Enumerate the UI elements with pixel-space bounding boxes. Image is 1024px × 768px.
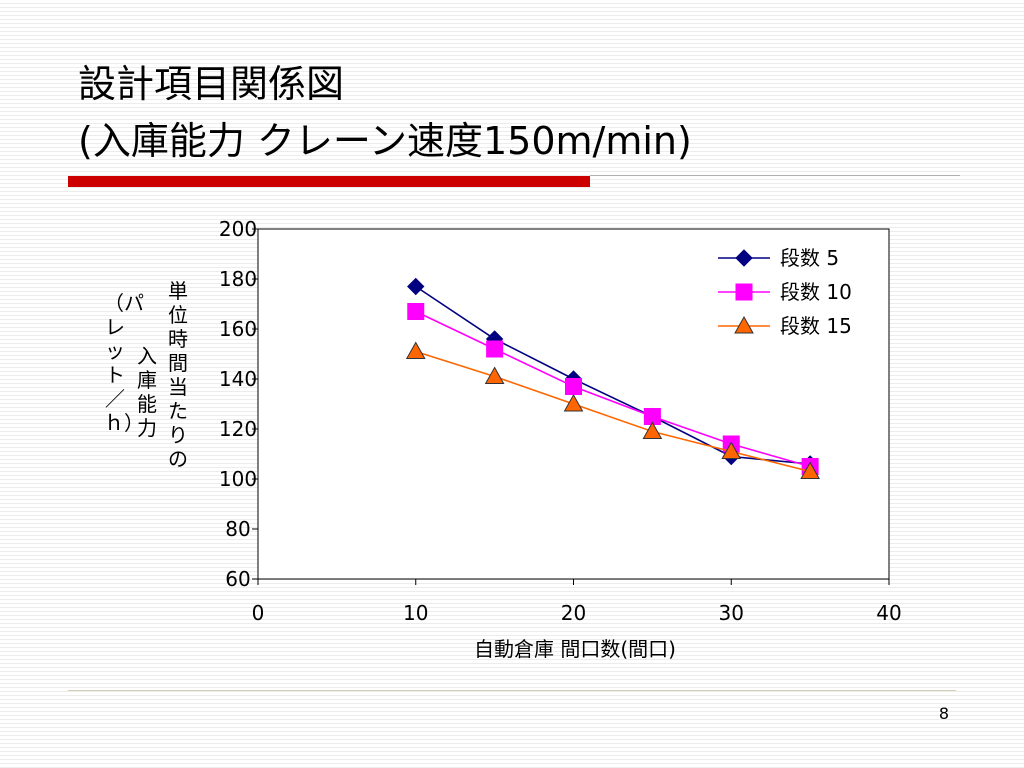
- legend-marker: [734, 315, 754, 334]
- y-tick-label: 60: [225, 567, 250, 591]
- legend-label: 段数 15: [780, 314, 852, 338]
- series-3-point: [484, 366, 505, 384]
- x-axis-label: 自動倉庫 間口数(間口): [474, 637, 676, 661]
- y-axis-label-line1: 単位時間当たりの: [168, 279, 188, 471]
- x-tick-label: 10: [403, 601, 428, 625]
- series-3-point: [405, 341, 426, 359]
- series-2-line: [415, 310, 811, 468]
- legend-label: 段数 5: [780, 246, 839, 270]
- y-tick-label: 140: [219, 367, 257, 391]
- x-tick-label: 40: [876, 601, 901, 625]
- legend: 段数 5 段数 10 段数 15: [718, 246, 852, 338]
- y-axis-label-line2: 入庫能力: [137, 344, 157, 440]
- y-tick-label: 120: [219, 417, 257, 441]
- y-tick-label: 180: [219, 267, 257, 291]
- series-3-point: [800, 461, 820, 479]
- series-2-point: [565, 378, 582, 395]
- legend-marker: [735, 249, 753, 267]
- title-underline-grey: [590, 175, 960, 176]
- legend-entry-2: 段数 10: [718, 280, 852, 304]
- series-3: [405, 341, 820, 479]
- series-3-line: [415, 350, 811, 473]
- series-3-point: [721, 441, 742, 459]
- series-3-point: [563, 393, 584, 412]
- slide-title: 設計項目関係図 (入庫能力 クレーン速度150m/min): [78, 56, 692, 170]
- legend-entry-3: 段数 15: [718, 314, 852, 338]
- series-3-point: [642, 421, 663, 439]
- x-tick-label: 30: [719, 601, 744, 625]
- series-1-line: [415, 285, 811, 465]
- y-tick-label: 200: [219, 217, 257, 241]
- series-2-point: [407, 303, 425, 320]
- series-group: [405, 277, 820, 479]
- series-2-point: [486, 340, 504, 358]
- x-tick-label: 20: [561, 601, 586, 625]
- x-tick-label: 0: [252, 601, 265, 625]
- axes: 60 80 100 120 140 160 180 200 0 10 20 30 40: [219, 217, 902, 625]
- slide-title-line1: 設計項目関係図: [78, 62, 345, 106]
- legend-label: 段数 10: [780, 280, 852, 304]
- y-tick-label: 160: [219, 317, 257, 341]
- y-tick-label: 80: [225, 517, 250, 541]
- legend-entry-1: 段数 5: [718, 246, 839, 270]
- series-2: [407, 303, 819, 475]
- title-underline-red: [68, 176, 590, 187]
- slide-title-line2: (入庫能力 クレーン速度150m/min): [78, 119, 692, 163]
- footer-rule: [68, 690, 956, 691]
- page-number: 8: [938, 704, 949, 723]
- y-tick-label: 100: [219, 467, 257, 491]
- series-1-point: [407, 277, 425, 296]
- legend-marker: [735, 283, 753, 301]
